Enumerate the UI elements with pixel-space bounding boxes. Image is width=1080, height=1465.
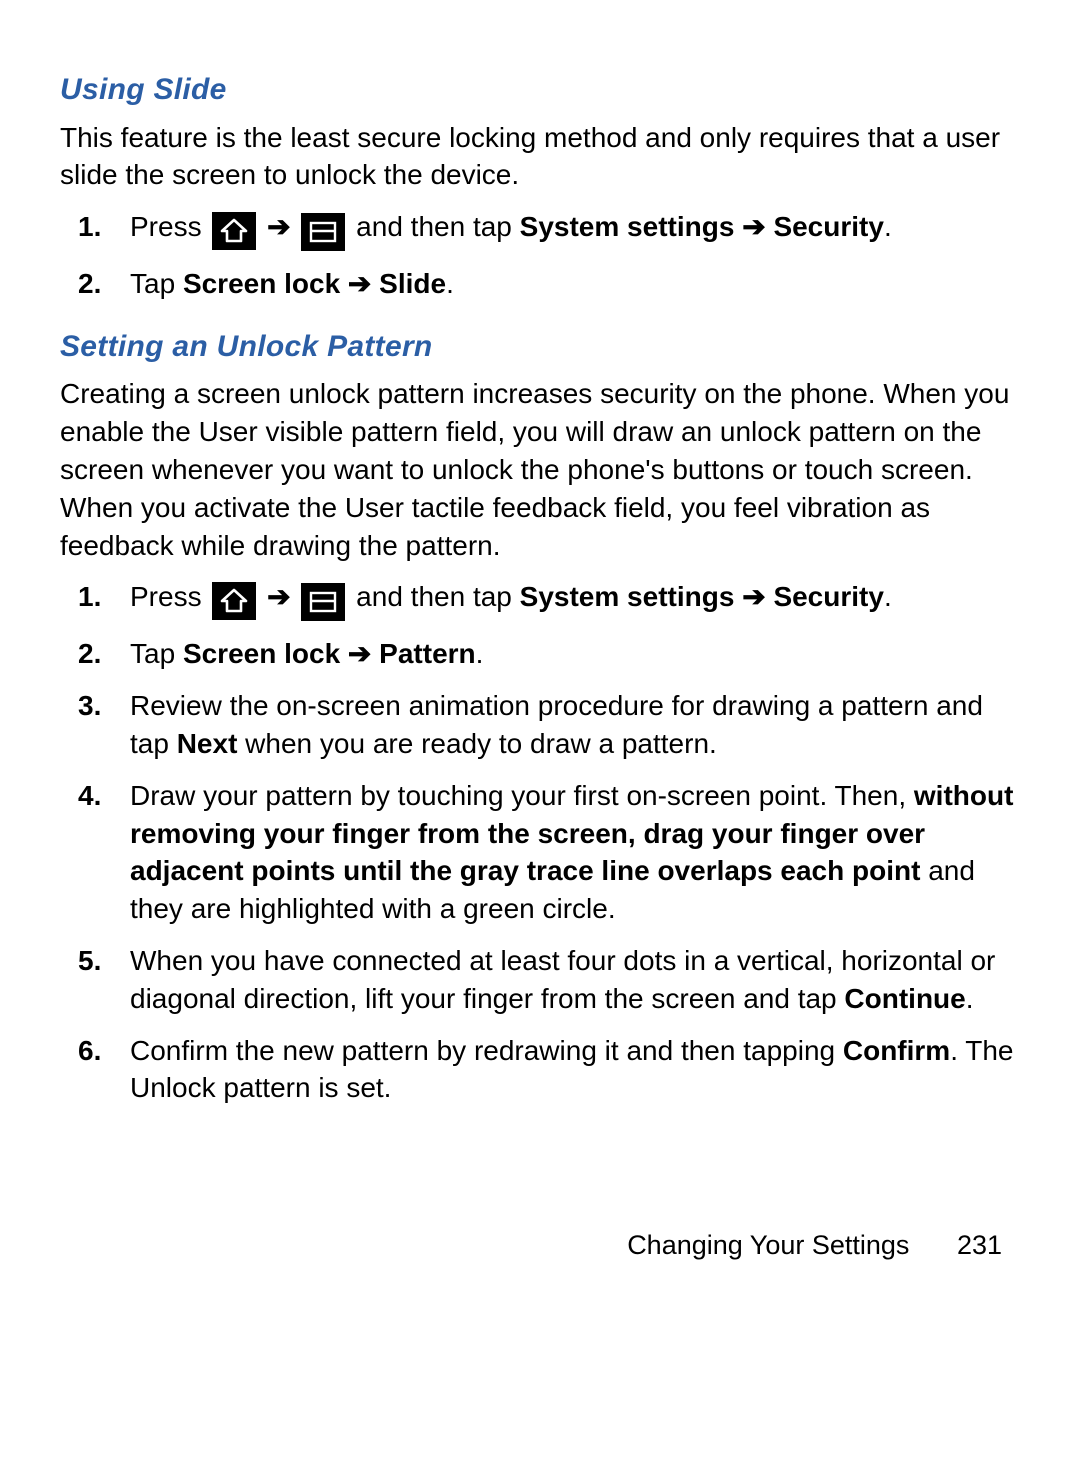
steps-using-slide: Press ➔ and then tap System settings ➔ S… bbox=[60, 208, 1020, 303]
heading-unlock-pattern: Setting an Unlock Pattern bbox=[60, 327, 1020, 368]
bold-text: Next bbox=[177, 728, 238, 759]
bold-text: Continue bbox=[844, 983, 965, 1014]
bold-text: Security bbox=[773, 211, 884, 242]
heading-using-slide: Using Slide bbox=[60, 70, 1020, 111]
step-item: Tap Screen lock ➔ Slide. bbox=[60, 265, 1020, 303]
footer-section-title: Changing Your Settings bbox=[627, 1230, 909, 1260]
arrow-icon: ➔ bbox=[267, 211, 290, 242]
step-text: when you are ready to draw a pattern. bbox=[237, 728, 716, 759]
step-text: and then tap bbox=[356, 581, 519, 612]
step-item: Press ➔ and then tap System settings ➔ S… bbox=[60, 578, 1020, 621]
intro-unlock-pattern: Creating a screen unlock pattern increas… bbox=[60, 375, 1020, 564]
step-text: Tap bbox=[130, 638, 183, 669]
bold-text: Pattern bbox=[379, 638, 475, 669]
period: . bbox=[884, 211, 892, 242]
arrow-icon: ➔ bbox=[348, 268, 379, 299]
step-item: Draw your pattern by touching your first… bbox=[60, 777, 1020, 928]
period: . bbox=[446, 268, 454, 299]
step-text: Tap bbox=[130, 268, 183, 299]
step-text: and then tap bbox=[356, 211, 519, 242]
step-text: Press bbox=[130, 581, 209, 612]
page-footer: Changing Your Settings 231 bbox=[60, 1227, 1020, 1263]
arrow-icon: ➔ bbox=[742, 211, 773, 242]
steps-unlock-pattern: Press ➔ and then tap System settings ➔ S… bbox=[60, 578, 1020, 1107]
period: . bbox=[884, 581, 892, 612]
bold-text: System settings bbox=[520, 211, 735, 242]
menu-icon bbox=[301, 213, 345, 251]
arrow-icon: ➔ bbox=[267, 581, 290, 612]
bold-text: Screen lock bbox=[183, 268, 340, 299]
bold-text: Screen lock bbox=[183, 638, 340, 669]
step-text: Confirm the new pattern by redrawing it … bbox=[130, 1035, 843, 1066]
bold-text: Confirm bbox=[843, 1035, 950, 1066]
footer-page-number: 231 bbox=[957, 1230, 1002, 1260]
bold-text: Slide bbox=[379, 268, 446, 299]
step-item: When you have connected at least four do… bbox=[60, 942, 1020, 1018]
period: . bbox=[966, 983, 974, 1014]
arrow-icon: ➔ bbox=[348, 638, 379, 669]
intro-using-slide: This feature is the least secure locking… bbox=[60, 119, 1020, 195]
bold-text: System settings bbox=[520, 581, 735, 612]
step-text: Draw your pattern by touching your first… bbox=[130, 780, 914, 811]
menu-icon bbox=[301, 583, 345, 621]
arrow-icon: ➔ bbox=[742, 581, 773, 612]
step-text: Press bbox=[130, 211, 209, 242]
period: . bbox=[476, 638, 484, 669]
step-item: Press ➔ and then tap System settings ➔ S… bbox=[60, 208, 1020, 251]
step-item: Review the on-screen animation procedure… bbox=[60, 687, 1020, 763]
bold-text: Security bbox=[773, 581, 884, 612]
home-icon bbox=[212, 212, 256, 250]
step-item: Tap Screen lock ➔ Pattern. bbox=[60, 635, 1020, 673]
step-item: Confirm the new pattern by redrawing it … bbox=[60, 1032, 1020, 1108]
home-icon bbox=[212, 582, 256, 620]
